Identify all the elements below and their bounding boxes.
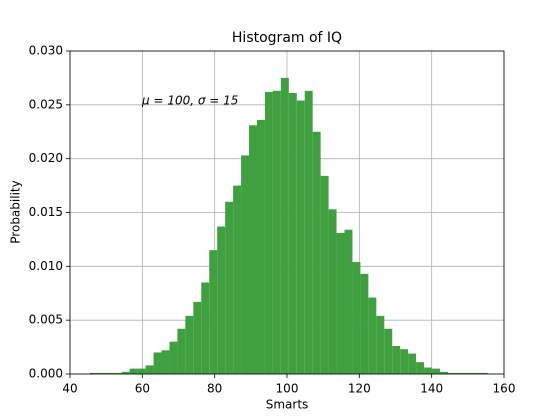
- y-tick-label: 0.020: [29, 151, 63, 165]
- x-tick-label: 40: [62, 382, 77, 396]
- bar: [447, 372, 456, 374]
- bar: [272, 90, 281, 374]
- bar: [320, 175, 329, 374]
- bar: [153, 352, 162, 374]
- x-tick-label: 140: [420, 382, 443, 396]
- bar: [225, 201, 234, 374]
- bar: [241, 155, 250, 374]
- bar: [424, 367, 433, 374]
- bar: [249, 125, 257, 374]
- bar: [304, 90, 313, 374]
- bar: [328, 209, 337, 374]
- bar: [105, 372, 114, 374]
- bar: [256, 119, 265, 374]
- bar: [432, 368, 440, 374]
- bar: [400, 349, 409, 374]
- bar: [89, 372, 98, 374]
- bar: [97, 372, 106, 374]
- bar: [121, 371, 130, 374]
- annotation: μ = 100, σ = 15: [141, 94, 238, 108]
- y-tick-label: 0.005: [29, 313, 63, 327]
- y-tick-label: 0.025: [29, 97, 63, 111]
- y-tick-label: 0.010: [29, 259, 63, 273]
- bar: [280, 77, 289, 375]
- bar: [129, 368, 138, 374]
- bar: [455, 372, 464, 374]
- bar: [344, 229, 353, 374]
- bar: [439, 371, 448, 374]
- bar: [161, 350, 170, 374]
- bar: [145, 365, 154, 374]
- bar: [288, 92, 297, 375]
- bar: [352, 262, 361, 374]
- x-tick-label: 60: [135, 382, 150, 396]
- y-tick-label: 0.015: [29, 205, 63, 219]
- x-tick-label: 80: [207, 382, 222, 396]
- bar: [177, 328, 186, 374]
- bar: [137, 368, 146, 374]
- bar: [368, 297, 377, 374]
- x-tick-label: 120: [348, 382, 371, 396]
- bar: [479, 372, 488, 374]
- bar: [384, 328, 393, 374]
- bar: [193, 301, 202, 374]
- bar: [264, 91, 273, 374]
- y-axis-label: Probability: [9, 180, 23, 243]
- bar: [312, 131, 321, 374]
- bar: [360, 273, 369, 374]
- bar: [463, 372, 472, 374]
- bars: [89, 77, 488, 375]
- bar: [217, 226, 226, 374]
- bar: [201, 282, 210, 374]
- bar: [392, 346, 401, 374]
- bar: [296, 100, 305, 374]
- x-tick-label: 100: [276, 382, 299, 396]
- bar: [376, 315, 385, 374]
- bar: [169, 341, 178, 374]
- bar: [113, 372, 122, 374]
- bar: [416, 362, 425, 374]
- bar: [209, 250, 218, 374]
- bar: [185, 315, 194, 374]
- bar: [408, 353, 417, 374]
- y-tick-label: 0.030: [29, 44, 63, 58]
- bar: [233, 185, 242, 374]
- bar: [336, 232, 345, 374]
- bar: [471, 372, 480, 374]
- x-axis-label: Smarts: [266, 398, 309, 412]
- chart-title: Histogram of IQ: [232, 30, 342, 46]
- x-tick-label: 160: [493, 382, 516, 396]
- y-tick-label: 0.000: [29, 367, 63, 381]
